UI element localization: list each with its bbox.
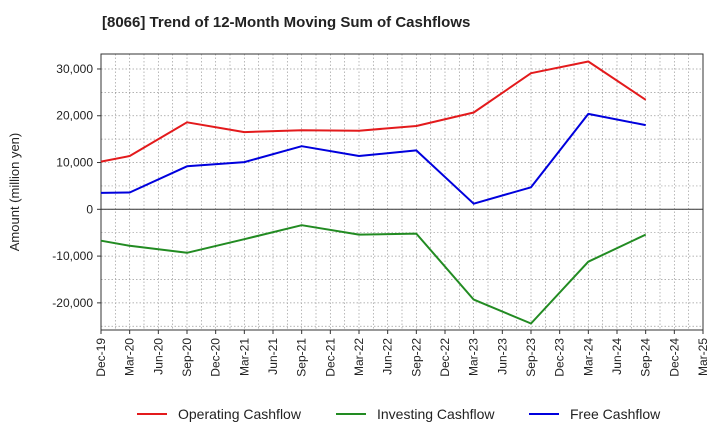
x-tick-label: Dec-22 [438, 338, 452, 377]
series-lines [100, 60, 647, 325]
free-cashflow-line [100, 112, 646, 205]
x-tick-label: Jun-22 [381, 338, 395, 375]
y-tick-label: -10,000 [52, 249, 93, 263]
x-tick-label: Jun-23 [495, 338, 509, 375]
legend-label-investing-cashflow: Investing Cashflow [377, 406, 495, 422]
y-tick-label: 30,000 [56, 62, 93, 76]
x-tick-label: Dec-21 [323, 338, 337, 377]
y-tick-label: 10,000 [56, 156, 93, 170]
legend: Operating Cashflow Investing Cashflow Free… [137, 406, 661, 422]
legend-label-operating-cashflow: Operating Cashflow [178, 406, 302, 422]
y-axis-label: Amount (million yen) [7, 133, 22, 252]
y-tick-label: 20,000 [56, 109, 93, 123]
x-tick-label: Sep-23 [524, 338, 538, 377]
operating-cashflow-line [100, 60, 647, 163]
chart-title: [8066] Trend of 12-Month Moving Sum of C… [102, 14, 471, 31]
x-tick-label: Mar-25 [696, 338, 710, 376]
x-tick-label: Jun-24 [610, 338, 624, 375]
x-tick-labels: Dec-19 Mar-20 Jun-20 Sep-20 Dec-20 Mar-21 Jun-… [94, 330, 710, 377]
x-tick-label: Sep-21 [295, 338, 309, 377]
x-tick-label: Jun-21 [266, 338, 280, 375]
y-tick-label: -20,000 [52, 296, 93, 310]
grid-lines [100, 54, 704, 330]
y-tick-labels: 30,000 20,000 10,000 0 -10,000 -20,000 [52, 62, 101, 310]
x-tick-label: Dec-23 [553, 338, 567, 377]
x-tick-label: Dec-19 [94, 338, 108, 377]
x-tick-label: Jun-20 [151, 338, 165, 375]
x-tick-label: Mar-24 [581, 338, 595, 376]
x-tick-label: Dec-24 [667, 338, 681, 377]
investing-cashflow-line [100, 224, 647, 325]
x-tick-label: Sep-20 [180, 338, 194, 377]
x-tick-label: Sep-24 [639, 338, 653, 377]
x-tick-label: Mar-20 [123, 338, 137, 376]
x-tick-label: Mar-23 [467, 338, 481, 376]
x-tick-label: Mar-22 [352, 338, 366, 376]
legend-label-free-cashflow: Free Cashflow [570, 406, 661, 422]
x-tick-label: Dec-20 [209, 338, 223, 377]
y-tick-label: 0 [86, 202, 93, 216]
x-tick-label: Mar-21 [237, 338, 251, 376]
x-tick-label: Sep-22 [409, 338, 423, 377]
